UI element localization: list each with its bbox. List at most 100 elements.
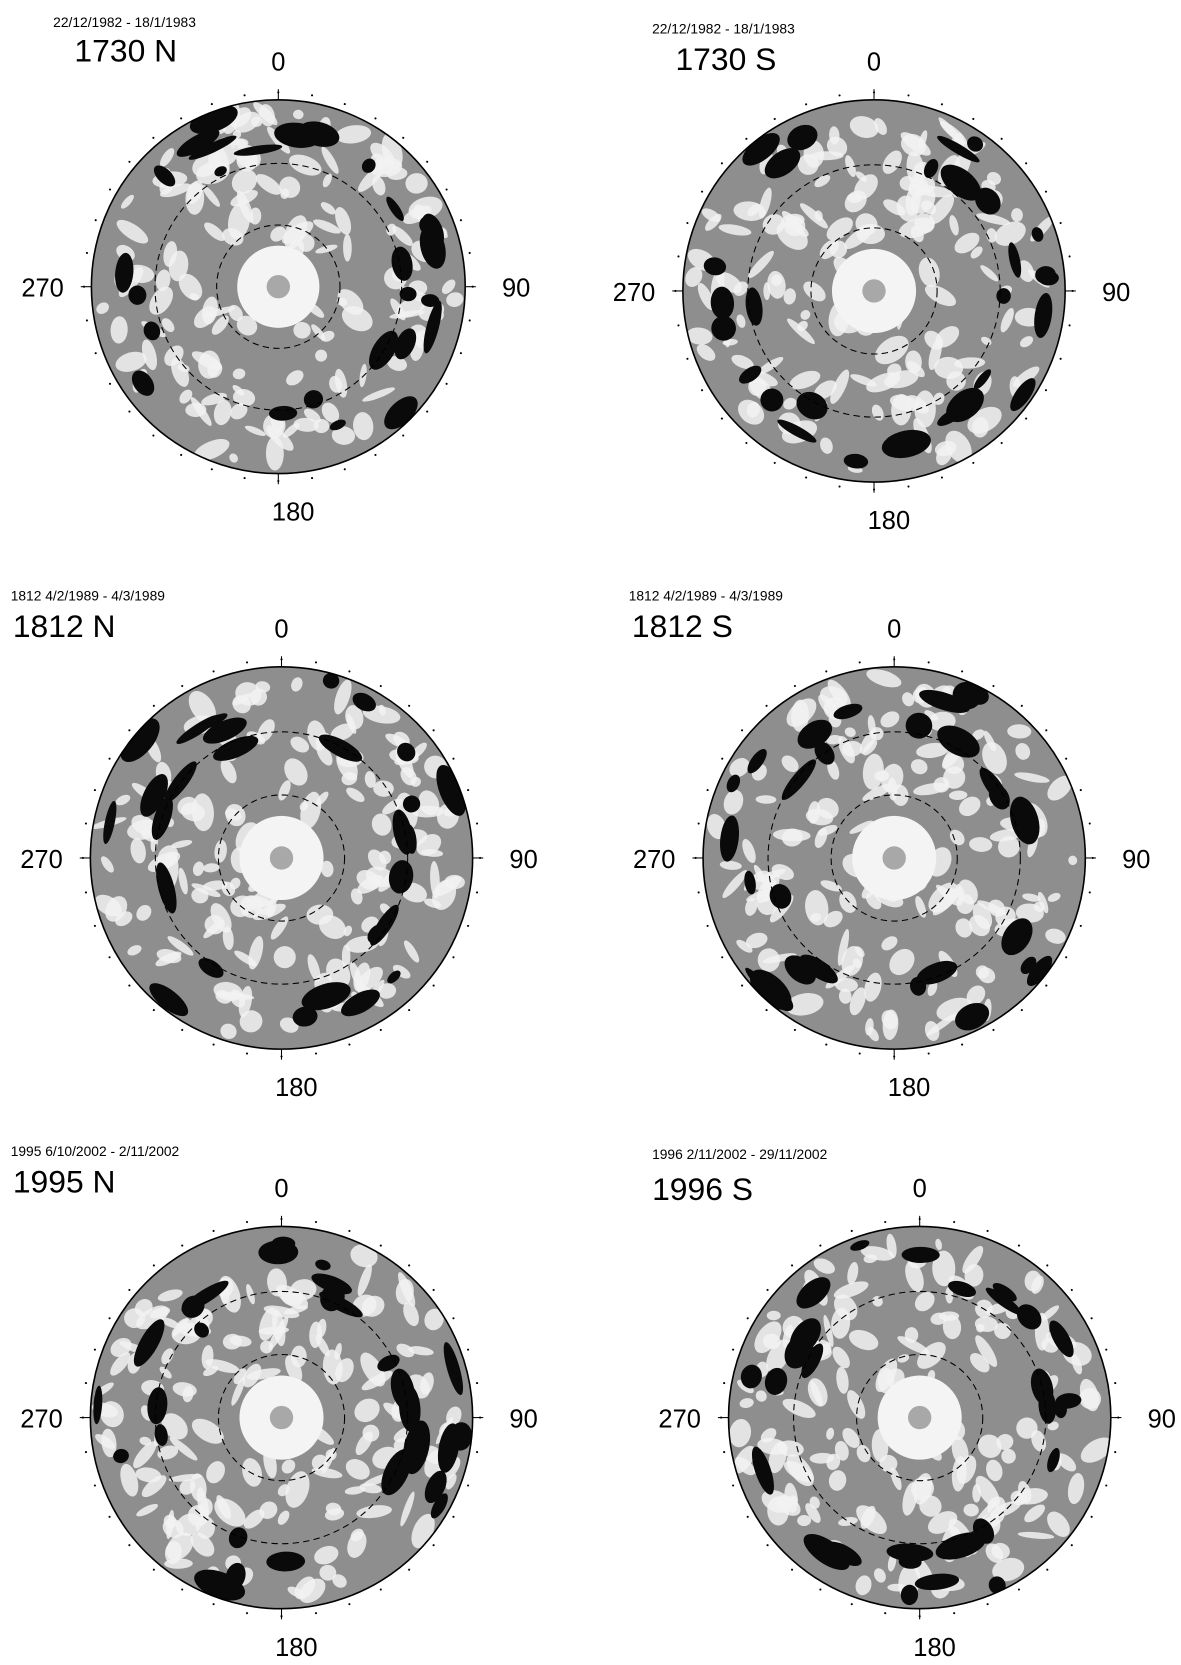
tick-dot (794, 1029, 796, 1031)
angle-label: 90 (1122, 846, 1150, 874)
map-panel: 1995 6/10/2002 - 2/11/20021995 N09018027… (11, 1144, 538, 1662)
tick-dot (819, 1245, 821, 1247)
tick-dot (1089, 822, 1091, 824)
tick-dot (851, 1230, 853, 1232)
tick-dot (128, 985, 130, 987)
panel-title: 1995 N (13, 1163, 116, 1199)
tick-dot (181, 1245, 183, 1247)
tick-dot (94, 1484, 96, 1486)
tick-dot (1089, 891, 1091, 893)
tick-dot (1065, 956, 1067, 958)
tick-dot (213, 670, 215, 672)
tick-dot (153, 1569, 155, 1571)
tick-dot (311, 477, 313, 479)
tick-dot (109, 383, 111, 385)
tick-dot (109, 188, 111, 190)
tick-dot (452, 1317, 454, 1319)
tick-dot (747, 1317, 749, 1319)
tick-dot (244, 94, 246, 96)
tick-dot (469, 252, 471, 254)
tick-dot (698, 891, 700, 893)
tick-dot (721, 956, 723, 958)
tick-dot (791, 1264, 793, 1266)
tick-dot (1025, 162, 1027, 164)
tick-dot (380, 1588, 382, 1590)
tick-dot (992, 685, 994, 687)
tick-dot (246, 661, 248, 663)
tick-dot (741, 985, 743, 987)
tick-dot (686, 358, 688, 360)
panel-title: 1996 S (652, 1171, 753, 1207)
map-disc (682, 100, 1065, 482)
tick-dot (721, 418, 723, 420)
tick-dot (745, 138, 747, 140)
pole-dot (267, 275, 290, 298)
tick-dot (426, 161, 428, 163)
tick-dot (181, 1588, 183, 1590)
map-panel: 1812 4/2/1989 - 4/3/19891812 S090180270 (629, 588, 1151, 1102)
tick-dot (469, 319, 471, 321)
angle-label: 180 (275, 1634, 318, 1662)
angle-label: 90 (1148, 1406, 1176, 1434)
tick-dot (181, 685, 183, 687)
tick-dot (348, 1230, 350, 1232)
tick-dot (211, 103, 213, 105)
tick-dot (732, 1484, 734, 1486)
tick-dot (380, 1245, 382, 1247)
angle-label: 270 (633, 846, 676, 874)
tick-dot (476, 822, 478, 824)
angle-label: 90 (509, 846, 537, 874)
tick-dot (928, 661, 930, 663)
tick-dot (86, 252, 88, 254)
pole-dot (908, 1406, 931, 1429)
map-panel: 1812 4/2/1989 - 4/3/19891812 N090180270 (11, 588, 538, 1102)
date-range: 1995 6/10/2002 - 2/11/2002 (11, 1144, 180, 1159)
tick-dot (707, 789, 709, 791)
tick-dot (707, 925, 709, 927)
angle-label: 270 (20, 846, 63, 874)
tick-dot (1091, 1317, 1093, 1319)
tick-dot (1046, 1569, 1048, 1571)
tick-dot (211, 468, 213, 470)
tick-dot (94, 925, 96, 927)
tick-dot (85, 1451, 87, 1453)
tick-dot (152, 137, 154, 139)
tick-dot (859, 1052, 861, 1054)
tick-dot (408, 1009, 410, 1011)
angle-label: 180 (868, 507, 911, 535)
tick-dot (1045, 389, 1047, 391)
tick-dot (452, 1516, 454, 1518)
tick-dot (181, 1029, 183, 1031)
angle-label: 0 (274, 1175, 288, 1203)
angle-label: 90 (1102, 279, 1130, 307)
tick-dot (348, 670, 350, 672)
tick-dot (348, 1603, 350, 1605)
angle-label: 0 (271, 48, 285, 76)
tick-dot (686, 222, 688, 224)
tick-dot (1018, 1588, 1020, 1590)
angle-label: 270 (613, 279, 656, 307)
tick-dot (95, 352, 97, 354)
tick-dot (86, 319, 88, 321)
tick-dot (315, 661, 317, 663)
map-disc (90, 667, 473, 1049)
tick-dot (1080, 925, 1082, 927)
tick-dot (315, 1052, 317, 1054)
tick-dot (953, 1221, 955, 1223)
tick-dot (1069, 324, 1071, 326)
pole-dot (883, 846, 906, 869)
tick-dot (1105, 1349, 1107, 1351)
angle-label: 180 (275, 1074, 318, 1102)
tick-dot (838, 94, 840, 96)
tick-dot (884, 1221, 886, 1223)
tick-dot (825, 670, 827, 672)
tick-dot (961, 1044, 963, 1046)
angle-label: 90 (509, 1406, 537, 1434)
tick-dot (723, 1382, 725, 1384)
tick-dot (315, 1221, 317, 1223)
map-disc (90, 1226, 473, 1608)
tick-dot (741, 729, 743, 731)
tick-dot (344, 103, 346, 105)
pole-dot (270, 1406, 293, 1429)
map-disc (727, 1226, 1117, 1608)
